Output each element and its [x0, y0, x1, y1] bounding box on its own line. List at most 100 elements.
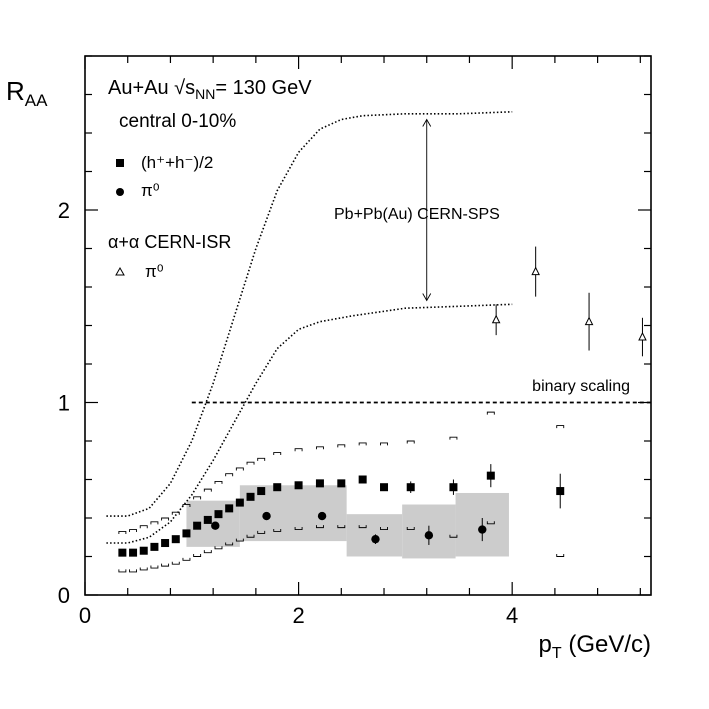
charged-syst-lower-bracket [337, 525, 346, 529]
charged-syst-upper-bracket [556, 425, 565, 429]
charged-syst-lower-bracket [315, 525, 324, 529]
legend-circle-marker [116, 188, 124, 196]
charged-syst-lower-bracket [294, 527, 303, 530]
charged-hadron-point [337, 479, 346, 488]
sps-band-annotation: Pb+Pb(Au) CERN-SPS [334, 206, 500, 223]
charged-syst-lower-bracket [161, 563, 170, 567]
charged-syst-lower-bracket [273, 528, 282, 532]
sps-arrow-head-top [422, 118, 432, 127]
charged-hadron-point [129, 548, 138, 557]
charged-hadron-point [118, 548, 127, 557]
charged-hadron-point [556, 487, 565, 496]
charged-hadron-point [358, 475, 367, 484]
x-tick-label: 0 [79, 603, 91, 628]
charged-hadron-point [225, 504, 234, 513]
charged-syst-upper-bracket [193, 496, 202, 500]
charged-hadron-point [406, 483, 415, 492]
charged-syst-upper-bracket [171, 511, 180, 515]
charged-syst-lower-bracket [380, 527, 388, 530]
charged-syst-lower-bracket [118, 569, 127, 573]
y-tick-label: 1 [58, 391, 70, 416]
charged-syst-upper-bracket [150, 521, 159, 525]
charged-syst-lower-bracket [150, 565, 159, 569]
charged-hadron-point [486, 471, 495, 480]
isr-pi0-point [491, 314, 501, 324]
sps-curve-layer [106, 111, 651, 544]
data-points [118, 246, 647, 557]
binary-scaling-annotation: binary scaling [532, 378, 630, 395]
pi0-point [211, 521, 220, 530]
pi0-point [262, 511, 271, 521]
legend-isr-pi0-label: π⁰ [145, 262, 164, 281]
pi0-point [424, 531, 434, 540]
charged-syst-lower-bracket [193, 554, 202, 557]
isr-pi0-point [638, 331, 647, 341]
charged-hadron-point [257, 487, 266, 496]
charged-syst-lower-bracket [182, 557, 191, 561]
sps-upper-curve [106, 111, 513, 517]
charged-hadron-point [193, 521, 202, 530]
charged-hadron-point [203, 515, 212, 524]
charged-hadron-point [161, 539, 170, 548]
charged-syst-upper-bracket [486, 411, 495, 415]
legend-triangle-marker [115, 266, 125, 276]
charged-hadron-point [214, 510, 223, 519]
charged-syst-upper-bracket [129, 529, 138, 533]
charged-syst-upper-bracket [294, 448, 303, 452]
charged-syst-upper-bracket [203, 488, 212, 492]
ticks: 0 2 4 0 1 2 [58, 55, 651, 628]
y-axis-label: RAA [6, 76, 48, 110]
charged-hadron-point [380, 483, 389, 492]
charged-syst-upper-bracket [337, 444, 346, 448]
x-tick-label: 4 [506, 603, 518, 628]
systematic-error-layer [118, 411, 565, 573]
pi0-point [478, 525, 487, 534]
pi0-point [371, 534, 380, 544]
isr-pi0-point [584, 316, 594, 326]
charged-hadron-point [294, 481, 303, 490]
pi0-point [317, 511, 327, 521]
charged-hadron-point [182, 529, 191, 538]
charged-hadron-point [150, 542, 159, 551]
sps-arrow-head-bottom [422, 293, 432, 302]
charged-syst-upper-bracket [225, 473, 234, 477]
charged-syst-lower-bracket [358, 525, 367, 529]
charged-syst-upper-bracket [161, 517, 170, 521]
charged-syst-lower-bracket [486, 521, 495, 525]
legend-square-marker [116, 159, 124, 167]
charged-syst-upper-bracket [273, 452, 282, 456]
charged-syst-upper-bracket [246, 461, 255, 465]
legend-header: Au+Au √sNN= 130 GeV [108, 77, 312, 102]
y-tick-label: 0 [58, 583, 70, 608]
charged-syst-lower-bracket [214, 546, 223, 550]
charged-hadron-point [171, 535, 180, 544]
charged-hadron-point [273, 483, 282, 492]
charged-syst-lower-bracket [139, 567, 148, 571]
charged-syst-lower-bracket [235, 538, 244, 542]
legend-isr-header: α+α CERN-ISR [108, 232, 231, 252]
sps-lower-curve [106, 303, 513, 544]
charged-hadron-point [449, 483, 458, 492]
charged-syst-upper-bracket [214, 480, 223, 484]
pi0-systematic-box [239, 485, 347, 542]
charged-syst-upper-bracket [358, 442, 367, 446]
charged-syst-lower-bracket [449, 534, 458, 538]
charged-syst-upper-bracket [118, 531, 127, 534]
charged-hadron-point [315, 479, 324, 488]
charged-syst-lower-bracket [203, 550, 212, 554]
charged-syst-upper-bracket [449, 436, 458, 440]
charged-hadron-point [139, 546, 148, 555]
charged-syst-upper-bracket [235, 467, 244, 471]
y-tick-label: 2 [58, 198, 70, 223]
charged-syst-lower-bracket [556, 554, 565, 557]
charged-syst-lower-bracket [406, 527, 415, 530]
charged-syst-lower-bracket [171, 561, 180, 565]
x-axis-label: pT (GeV/c) [539, 631, 651, 662]
legend-centrality: central 0-10% [119, 111, 236, 132]
charged-syst-upper-bracket [315, 446, 324, 450]
legend-charged-label: (h⁺+h⁻)/2 [141, 153, 213, 172]
charged-syst-lower-bracket [257, 530, 266, 534]
charged-syst-upper-bracket [406, 440, 415, 444]
charged-hadron-point [235, 498, 244, 507]
